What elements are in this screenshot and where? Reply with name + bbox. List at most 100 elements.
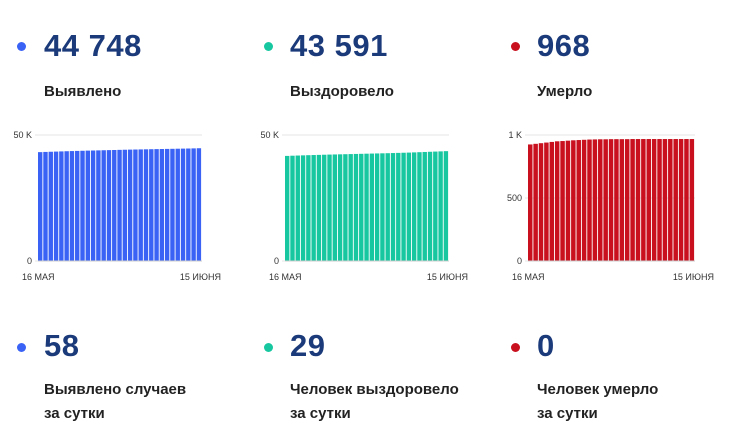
- recovered-bar: [406, 152, 412, 261]
- deaths-bar: [565, 140, 571, 261]
- recovered-y-tick-label: 50 K: [260, 130, 279, 140]
- detected-bar: [196, 148, 202, 261]
- recovered-label: Выздоровело: [290, 83, 394, 100]
- detected-bar: [133, 149, 138, 261]
- deaths-y-tick-label: 0: [517, 256, 522, 266]
- deaths-total: 968: [537, 28, 591, 63]
- detected-bar: [122, 149, 128, 261]
- deaths-bar: [554, 141, 560, 261]
- recovered-bar: [380, 153, 385, 261]
- recovered-x-end-label: 15 ИЮНЯ: [427, 272, 468, 282]
- recovered-bar: [364, 153, 369, 261]
- recovered-bar: [337, 154, 343, 261]
- deaths-bar: [684, 139, 689, 261]
- detected-bar: [101, 150, 106, 261]
- daily-recovered-line1: Человек выздоровело: [290, 381, 459, 398]
- daily-deaths-dot-icon: [511, 343, 520, 352]
- detected-bar: [149, 149, 154, 261]
- recovered-bar: [316, 154, 322, 261]
- recovered-bar: [390, 153, 396, 261]
- detected-bar: [90, 150, 96, 261]
- recovered-bar: [359, 153, 364, 261]
- deaths-bar: [657, 139, 662, 261]
- deaths-bar: [560, 141, 565, 261]
- detected-bar: [80, 150, 85, 261]
- deaths-bar: [603, 139, 608, 261]
- detected-y-tick-label: 50 K: [13, 130, 32, 140]
- detected-bar: [175, 148, 180, 261]
- deaths-label: Умерло: [537, 83, 593, 100]
- recovered-bar: [427, 151, 433, 261]
- recovered-bar: [290, 155, 295, 261]
- detected-bar: [112, 149, 117, 261]
- detected-bar: [64, 151, 69, 261]
- detected-bar: [53, 151, 59, 261]
- recovered-bar: [411, 152, 417, 261]
- daily-deaths-line2: за сутки: [537, 405, 598, 422]
- recovered-bar: [332, 154, 338, 261]
- detected-bar: [191, 148, 196, 261]
- deaths-bar: [581, 139, 587, 261]
- recovered-bar: [422, 151, 427, 261]
- daily-deaths-value: 0: [537, 328, 555, 363]
- daily-detected-dot-icon: [17, 343, 26, 352]
- recovered-bar: [295, 155, 300, 261]
- detected-bar: [96, 150, 101, 261]
- recovered-bar: [433, 151, 438, 261]
- detected-bar: [170, 148, 175, 261]
- deaths-bar: [630, 139, 635, 261]
- deaths-bar: [641, 139, 646, 261]
- daily-detected-line2: за сутки: [44, 405, 105, 422]
- detected-bar: [127, 149, 133, 261]
- recovered-x-start-label: 16 МАЯ: [269, 272, 302, 282]
- recovered-bar: [417, 152, 422, 261]
- detected-bar: [138, 149, 143, 261]
- recovered-bar: [353, 153, 359, 261]
- daily-detected-value: 58: [44, 328, 80, 363]
- deaths-bar: [635, 139, 641, 261]
- detected-bar: [154, 149, 159, 261]
- deaths-bar: [587, 139, 592, 261]
- detected-bar: [143, 149, 149, 261]
- deaths-dot-icon: [511, 42, 520, 51]
- deaths-bar: [619, 139, 625, 261]
- recovered-bar: [443, 151, 449, 261]
- detected-bar: [48, 151, 53, 261]
- detected-bar: [186, 148, 191, 261]
- daily-recovered-line2: за сутки: [290, 405, 351, 422]
- detected-y-tick-label: 0: [27, 256, 32, 266]
- deaths-y-tick-label: 500: [507, 193, 522, 203]
- recovered-bar: [322, 154, 327, 261]
- daily-deaths-line1: Человек умерло: [537, 381, 659, 398]
- deaths-bar: [673, 139, 678, 261]
- detected-x-start-label: 16 МАЯ: [22, 272, 55, 282]
- recovered-bar: [348, 154, 353, 261]
- detected-chart-group: 0 50 K 16 МАЯ 15 ИЮНЯ: [13, 130, 221, 282]
- detected-bar: [85, 150, 91, 261]
- detected-bar: [43, 151, 48, 261]
- recovered-bar: [285, 155, 290, 261]
- deaths-bar: [662, 139, 668, 261]
- recovered-total: 43 591: [290, 28, 388, 63]
- deaths-bar: [614, 139, 619, 261]
- detected-x-end-label: 15 ИЮНЯ: [180, 272, 221, 282]
- deaths-bar: [668, 139, 673, 261]
- detected-bar: [159, 149, 165, 261]
- deaths-bar: [646, 139, 652, 261]
- recovered-bar: [396, 152, 401, 261]
- detected-bar: [117, 149, 122, 261]
- recovered-bar: [311, 155, 316, 261]
- deaths-bar: [598, 139, 603, 261]
- recovered-bar: [306, 155, 311, 261]
- deaths-bar: [608, 139, 614, 261]
- deaths-y-tick-label: 1 K: [508, 130, 522, 140]
- deaths-chart-group: 0 500 1 K 16 МАЯ 15 ИЮНЯ: [507, 130, 714, 282]
- daily-detected-line1: Выявлено случаев: [44, 381, 187, 398]
- daily-recovered-dot-icon: [264, 343, 273, 352]
- deaths-bar: [689, 139, 695, 261]
- deaths-bar: [651, 139, 657, 261]
- recovered-y-tick-label: 0: [274, 256, 279, 266]
- deaths-bar: [576, 140, 581, 261]
- detected-bar: [106, 150, 112, 261]
